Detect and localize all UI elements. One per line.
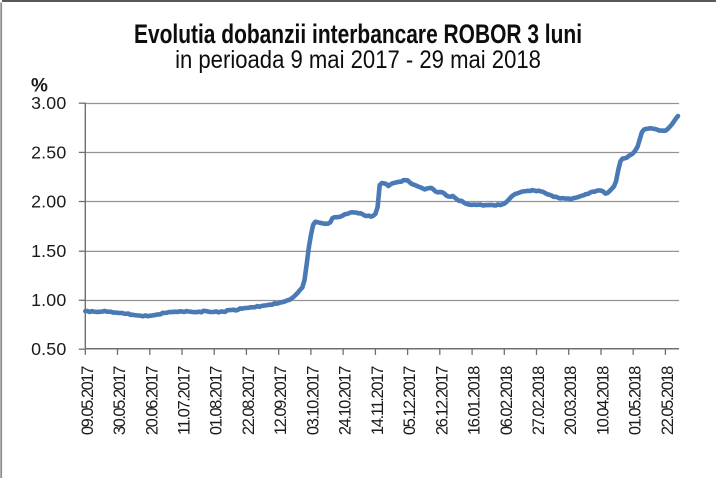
svg-text:2.00: 2.00 — [31, 191, 66, 211]
svg-text:27.02.2018: 27.02.2018 — [530, 366, 548, 435]
svg-text:09.05.2017: 09.05.2017 — [79, 366, 97, 435]
svg-text:10.04.2018: 10.04.2018 — [595, 366, 613, 435]
svg-text:in perioada 9 mai 2017 - 29 ma: in perioada 9 mai 2017 - 29 mai 2018 — [175, 46, 541, 74]
svg-text:1.50: 1.50 — [31, 241, 66, 261]
svg-text:0.50: 0.50 — [31, 339, 66, 359]
svg-text:22.05.2018: 22.05.2018 — [659, 366, 677, 435]
svg-text:12.09.2017: 12.09.2017 — [272, 366, 290, 435]
svg-text:26.12.2017: 26.12.2017 — [433, 366, 451, 435]
svg-text:11.07.2017: 11.07.2017 — [176, 366, 194, 435]
svg-text:01.05.2018: 01.05.2018 — [627, 366, 645, 435]
svg-text:16.01.2018: 16.01.2018 — [466, 366, 484, 435]
svg-text:1.00: 1.00 — [31, 290, 66, 310]
svg-text:3.00: 3.00 — [31, 93, 66, 113]
svg-text:22.08.2017: 22.08.2017 — [240, 366, 258, 435]
svg-text:24.10.2017: 24.10.2017 — [337, 366, 355, 435]
svg-text:30.05.2017: 30.05.2017 — [111, 366, 129, 435]
svg-text:03.10.2017: 03.10.2017 — [304, 366, 322, 435]
svg-text:20.03.2018: 20.03.2018 — [562, 366, 580, 435]
svg-text:05.12.2017: 05.12.2017 — [401, 366, 419, 435]
svg-text:14.11.2017: 14.11.2017 — [369, 366, 387, 435]
svg-text:2.50: 2.50 — [31, 142, 66, 162]
svg-text:Evolutia dobanzii interbancare: Evolutia dobanzii interbancare ROBOR 3 l… — [134, 20, 582, 50]
svg-text:06.02.2018: 06.02.2018 — [498, 366, 516, 435]
svg-text:01.08.2017: 01.08.2017 — [208, 366, 226, 435]
svg-text:%: % — [31, 76, 48, 97]
svg-text:20.06.2017: 20.06.2017 — [143, 366, 161, 435]
